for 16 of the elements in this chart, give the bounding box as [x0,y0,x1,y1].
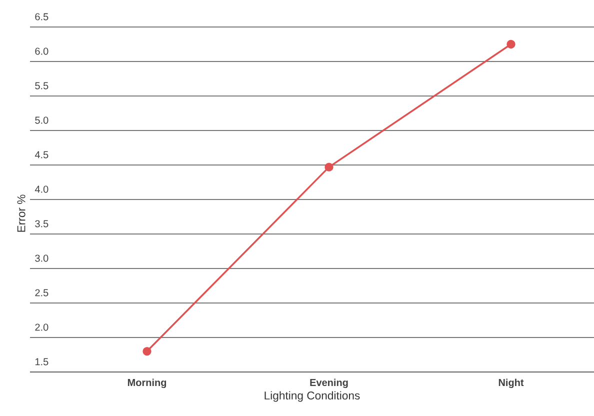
y-axis-title: Error % [17,194,26,232]
y-tick-label: 3.0 [35,254,48,262]
x-axis-title: Lighting Conditions [264,391,360,402]
y-tick-label: 2.0 [35,324,48,331]
y-tick-label: 6.5 [35,13,48,20]
y-tick-label: 5.0 [35,116,48,124]
y-tick-label: 2.5 [35,289,48,296]
y-tick-label: 1.5 [35,358,48,366]
y-tick-label: 5.5 [35,82,48,90]
y-tick-label: 4.5 [34,151,48,158]
y-tick-label: 6.0 [35,48,48,55]
y-tick-label: 4.0 [34,186,48,193]
x-tick-label: Morning [128,378,166,388]
x-tick-label: Evening [310,378,348,388]
x-tick-label: Night [498,378,524,388]
y-tick-label: 3.5 [35,220,48,228]
